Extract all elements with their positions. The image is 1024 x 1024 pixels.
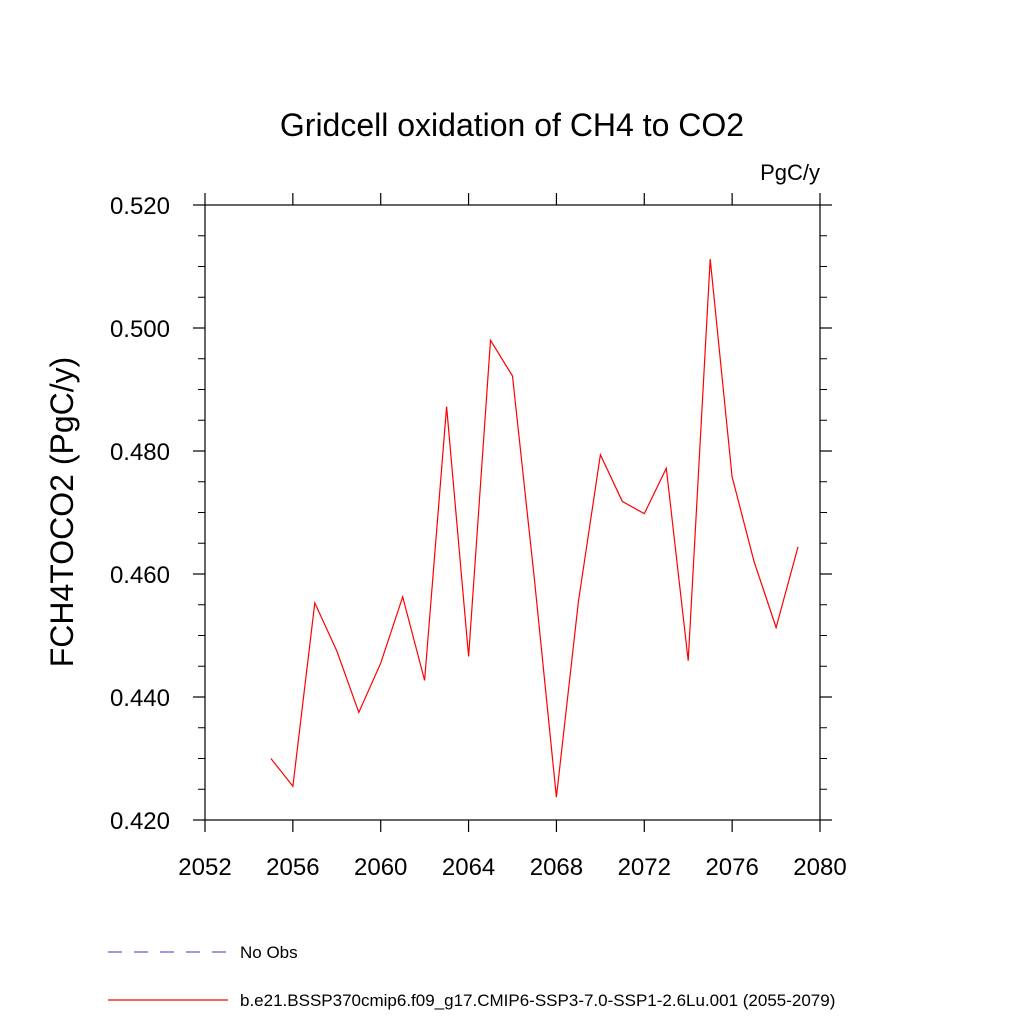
- y-tick-label: 0.480: [110, 439, 170, 466]
- chart-title: Gridcell oxidation of CH4 to CO2: [280, 107, 744, 143]
- plot-frame: [204, 204, 821, 821]
- plot-axes: 2052 2056 2060 2064 2068 2072 2076 2080 0.420 0.4…: [110, 193, 847, 881]
- units-label: PgC/y: [760, 160, 820, 185]
- y-tick-label: 0.440: [110, 685, 170, 712]
- x-tick-label: 2056: [266, 854, 319, 881]
- series-line-2: [270, 259, 799, 798]
- y-tick-label: 0.500: [110, 316, 170, 343]
- y-tick-label: 0.520: [110, 193, 170, 220]
- x-tick-label: 2072: [618, 854, 671, 881]
- x-tick-label: 2052: [178, 854, 231, 881]
- legend-label: b.e21.BSSP370cmip6.f09_g17.CMIP6-SSP3-7.…: [240, 991, 835, 1010]
- legend-label: No Obs: [240, 943, 298, 962]
- y-tick-label: 0.460: [110, 562, 170, 589]
- x-tick-label: 2060: [354, 854, 407, 881]
- y-tick-label: 0.420: [110, 808, 170, 835]
- y-axis-label: FCH4TOCO2 (PgC/y): [44, 357, 80, 668]
- x-tick-label: 2064: [442, 854, 495, 881]
- x-tick-label: 2068: [530, 854, 583, 881]
- x-tick-label: 2076: [705, 854, 758, 881]
- legend: No Obs b.e21.BSSP370cmip6.f09_g17.CMIP6-S…: [108, 943, 835, 1010]
- series-layer: [270, 259, 799, 798]
- x-tick-label: 2080: [793, 854, 846, 881]
